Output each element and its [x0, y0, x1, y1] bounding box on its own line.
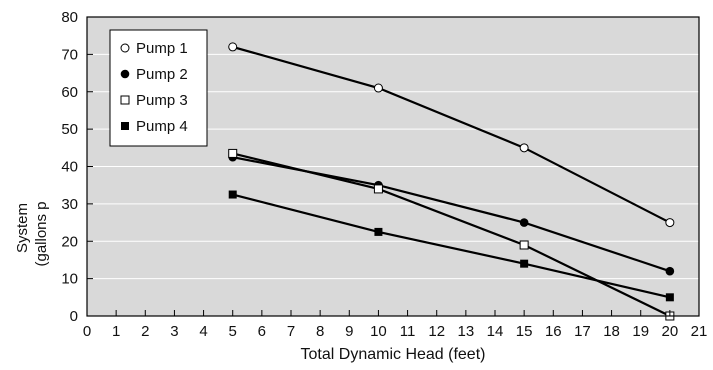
data-point — [519, 240, 529, 250]
x-tick-label: 11 — [400, 323, 416, 340]
data-point — [228, 148, 238, 158]
data-point — [374, 227, 383, 236]
tick-layer: 0 1 2 3 4 5 6 7 8 9 10 11 12 13 14 15 16 17 18 19 20 21010203… — [61, 9, 707, 340]
data-point — [519, 218, 529, 227]
x-tick-label: 6 — [258, 323, 266, 340]
y-tick-label: 20 — [61, 233, 78, 250]
legend-marker — [120, 69, 130, 79]
series-line — [232, 45, 671, 224]
x-tick-label: 5 — [229, 323, 237, 340]
x-tick-label: 18 — [603, 323, 620, 340]
x-tick-label: 17 — [574, 323, 591, 340]
data-point — [228, 190, 237, 199]
x-tick-label: 1 — [112, 323, 120, 340]
x-tick-label: 21 — [691, 323, 708, 340]
y-tick-label: 80 — [61, 9, 78, 26]
data-point — [228, 42, 238, 52]
y-tick-label: 30 — [61, 196, 78, 213]
data-point — [665, 266, 675, 276]
y-tick-label: 50 — [61, 121, 78, 138]
series-layer — [228, 42, 675, 321]
y-axis-label-line1: System — [14, 203, 31, 253]
data-point — [520, 259, 529, 268]
x-tick-label: 13 — [458, 323, 475, 340]
data-point — [519, 143, 529, 153]
x-tick-label: 19 — [632, 323, 649, 340]
x-tick-label: 2 — [141, 323, 149, 340]
x-tick-label: 15 — [516, 323, 533, 340]
x-tick-label: 7 — [287, 323, 295, 340]
grid-lines — [87, 53, 699, 280]
data-point — [373, 184, 383, 194]
data-point — [665, 218, 675, 228]
y-tick-label: 40 — [61, 159, 78, 176]
x-tick-label: 10 — [370, 323, 387, 340]
x-tick-label: 12 — [428, 323, 445, 340]
legend-marker — [120, 95, 130, 105]
legend-label: Pump 2 — [136, 66, 188, 83]
legend: Pump 1 Pump 2 Pump 3 Pump 4 — [109, 29, 208, 147]
x-tick-label: 4 — [199, 323, 207, 340]
legend-marker — [120, 43, 130, 53]
legend-label: Pump 3 — [136, 92, 188, 109]
series-4 — [228, 190, 674, 302]
x-tick-label: 14 — [487, 323, 504, 340]
series-line — [232, 193, 671, 299]
series-1 — [228, 42, 675, 228]
y-axis-label-line2: (gallons p — [33, 201, 50, 266]
x-tick-label: 9 — [345, 323, 353, 340]
legend-marker — [121, 122, 129, 130]
x-tick-label: 16 — [545, 323, 562, 340]
y-tick-label: 60 — [61, 84, 78, 101]
x-tick-label: 0 — [83, 323, 91, 340]
data-point — [373, 83, 383, 93]
y-tick-label: 70 — [61, 46, 78, 63]
x-tick-label: 20 — [662, 323, 679, 340]
data-point — [665, 293, 674, 302]
x-axis-label: Total Dynamic Head (feet) — [301, 346, 486, 363]
legend-label: Pump 4 — [136, 118, 188, 135]
x-tick-label: 8 — [316, 323, 324, 340]
x-tick-label: 3 — [170, 323, 178, 340]
y-tick-label: 0 — [70, 308, 78, 325]
y-tick-label: 10 — [61, 271, 78, 288]
legend-label: Pump 1 — [136, 40, 188, 57]
